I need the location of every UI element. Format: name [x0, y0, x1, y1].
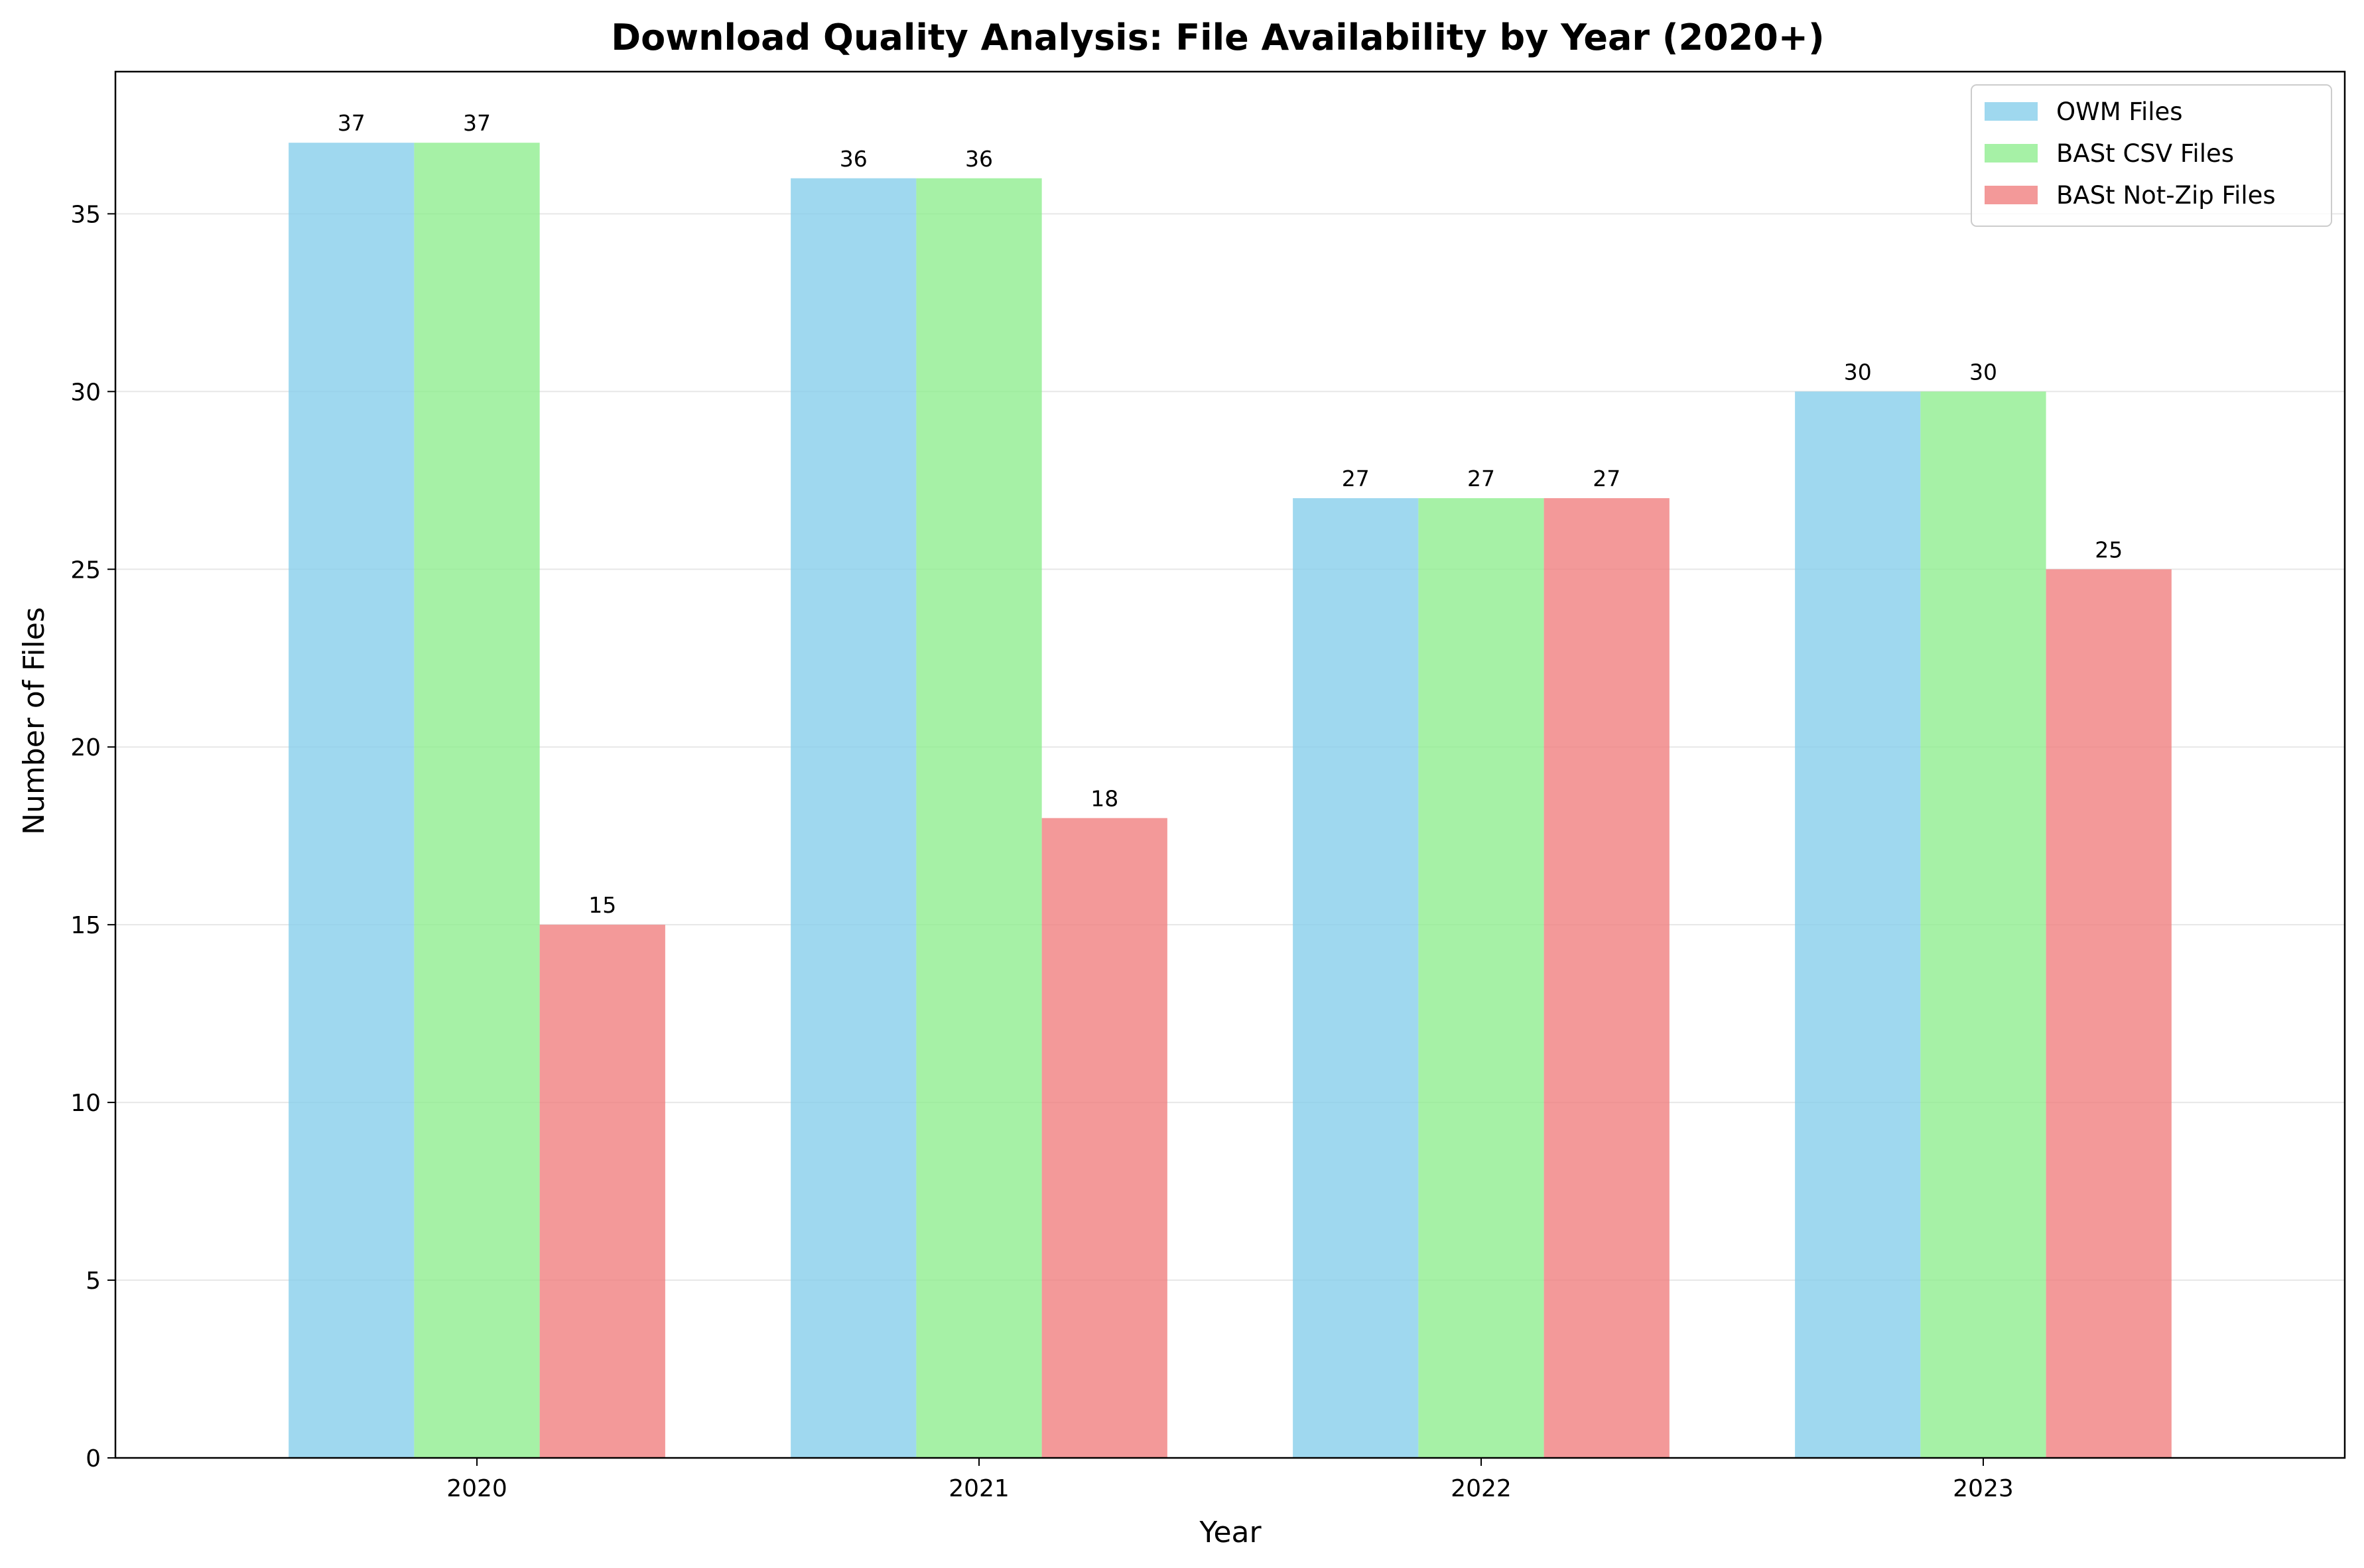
bar-bast-not-zip-files-2020 — [539, 925, 665, 1458]
bar-value-label: 30 — [1844, 359, 1872, 385]
bar-value-label: 36 — [840, 146, 868, 172]
data-labels: 37 36 27 30 37 36 27 30 15 18 27 25 — [338, 110, 2123, 918]
legend-label: BASt Not-Zip Files — [2056, 181, 2276, 210]
x-tick-label: 2020 — [446, 1475, 507, 1502]
bar-bast-csv-files-2022 — [1418, 498, 1544, 1458]
y-tick-label: 20 — [70, 734, 101, 761]
y-tick-label: 25 — [70, 556, 101, 584]
bar-value-label: 18 — [1090, 785, 1118, 811]
bar-bast-not-zip-files-2022 — [1543, 498, 1670, 1458]
bar-owm-files-2020 — [289, 143, 415, 1459]
bars — [289, 143, 2172, 1459]
y-tick-label: 5 — [86, 1268, 101, 1295]
legend-swatch — [1985, 102, 2038, 121]
bar-owm-files-2023 — [1795, 391, 1921, 1459]
bar-bast-csv-files-2020 — [414, 143, 540, 1459]
bar-value-label: 36 — [965, 146, 993, 172]
bar-value-label: 37 — [338, 110, 365, 136]
axes: 0 5 10 15 20 25 30 35 2020 2021 2022 2023 — [70, 70, 2346, 1502]
y-axis-label: Number of Files — [17, 607, 51, 835]
bar-owm-files-2022 — [1293, 498, 1419, 1458]
bar-value-label: 27 — [1467, 466, 1495, 491]
plot-frame — [114, 70, 2346, 1459]
bar-value-label: 30 — [1969, 359, 1997, 385]
bar-value-label: 25 — [2095, 537, 2123, 562]
bar-value-label: 27 — [1342, 466, 1370, 491]
y-tick-label: 0 — [86, 1445, 101, 1472]
chart-title: Download Quality Analysis: File Availabi… — [611, 17, 1824, 58]
legend: OWM Files BASt CSV Files BASt Not-Zip File… — [1971, 84, 2332, 227]
y-tick-label: 35 — [70, 201, 101, 228]
x-tick-label: 2022 — [1451, 1475, 1512, 1502]
legend-box — [1971, 84, 2332, 227]
y-tick-label: 15 — [70, 912, 101, 939]
bar-value-label: 37 — [463, 110, 491, 136]
legend-label: OWM Files — [2056, 98, 2183, 126]
x-tick-label: 2023 — [1953, 1475, 2014, 1502]
y-tick-label: 10 — [70, 1090, 101, 1117]
x-tick-label: 2021 — [949, 1475, 1010, 1502]
bar-bast-not-zip-files-2023 — [2046, 569, 2172, 1459]
y-tick-label: 30 — [70, 379, 101, 406]
bar-value-label: 27 — [1593, 466, 1620, 491]
bar-value-label: 15 — [588, 892, 616, 918]
bar-bast-not-zip-files-2021 — [1041, 818, 1167, 1458]
bar-owm-files-2021 — [791, 178, 917, 1458]
bar-bast-csv-files-2023 — [1920, 391, 2046, 1459]
legend-label: BASt CSV Files — [2056, 139, 2234, 168]
legend-swatch — [1985, 144, 2038, 163]
legend-swatch — [1985, 186, 2038, 204]
x-axis-label: Year — [1199, 1516, 1262, 1549]
bar-bast-csv-files-2021 — [916, 178, 1042, 1458]
